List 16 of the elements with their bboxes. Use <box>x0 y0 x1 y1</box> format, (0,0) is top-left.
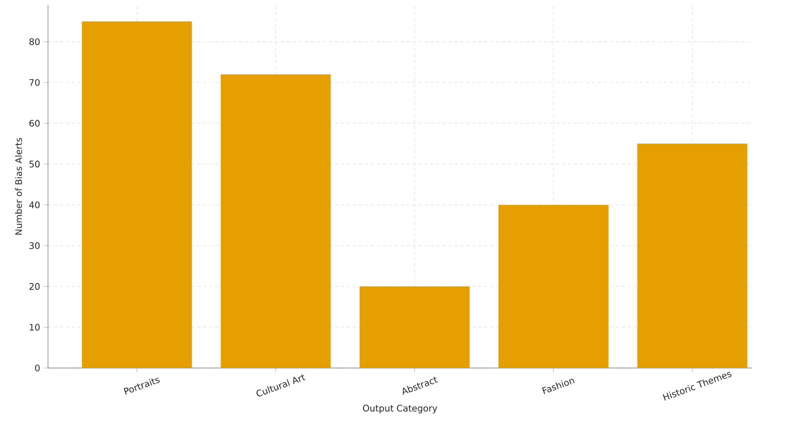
bar <box>637 144 748 368</box>
x-axis-title: Output Category <box>363 404 438 414</box>
bar <box>498 204 608 368</box>
y-tick-label: 10 <box>30 324 40 331</box>
y-tick-label: 40 <box>29 201 40 208</box>
y-tick-label: 70 <box>30 79 40 86</box>
y-tick-label: 80 <box>29 38 40 46</box>
y-tick-label: 50 <box>30 160 40 168</box>
y-axis-title: Number of Bias Alerts <box>15 138 22 235</box>
y-tick-label: 60 <box>29 120 40 127</box>
y-tick-label: 30 <box>30 242 40 250</box>
y-tick-label: 20 <box>29 283 40 290</box>
bar <box>360 286 470 368</box>
bar <box>82 21 192 368</box>
y-tick-label: 0 <box>35 364 40 372</box>
bar <box>220 74 331 368</box>
